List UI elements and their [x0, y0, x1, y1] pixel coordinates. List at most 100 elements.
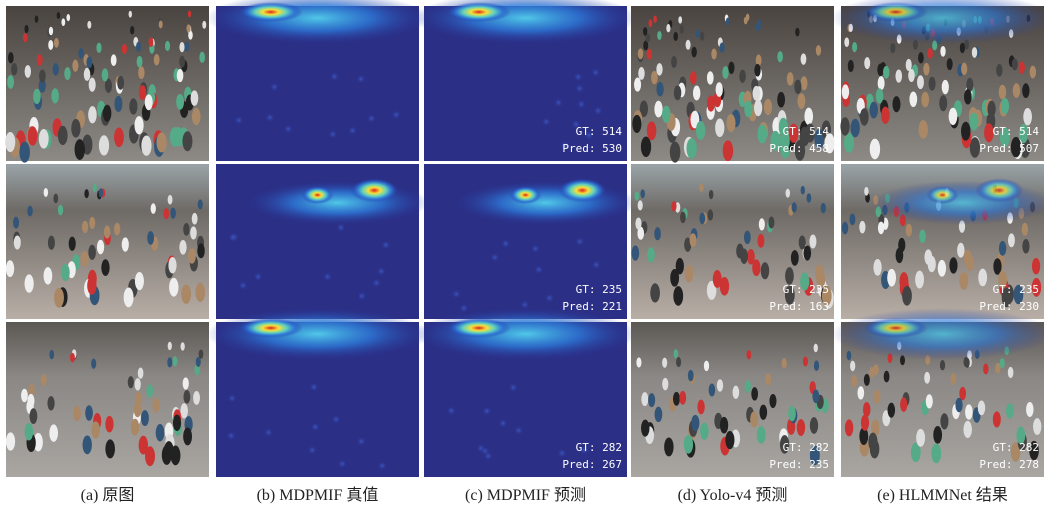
panel-grid: GT: 514Pred: 530GT: 514Pred: 458GT: 514P… [5, 0, 1044, 477]
person [49, 424, 58, 441]
density-spot [331, 414, 341, 424]
density-spot [328, 129, 338, 139]
density-spot [348, 126, 358, 136]
density-spot [265, 113, 275, 123]
pred-label: Pred: 458 [769, 142, 829, 155]
person [847, 351, 852, 360]
person [87, 21, 91, 29]
person [754, 64, 760, 77]
person [159, 21, 163, 29]
person [147, 231, 154, 245]
density-peak [447, 2, 511, 22]
density-spot [253, 272, 263, 282]
person [134, 402, 142, 417]
person [1012, 58, 1018, 70]
density-overlay [831, 308, 1044, 360]
person [1001, 98, 1009, 114]
person [674, 85, 681, 100]
person [740, 248, 748, 264]
person [64, 67, 70, 80]
person [169, 278, 178, 297]
person [821, 203, 826, 214]
person [676, 357, 681, 367]
person [111, 54, 117, 66]
person [978, 269, 987, 287]
person [186, 24, 190, 32]
person [635, 191, 640, 200]
density-peak [864, 318, 928, 338]
density-spot [310, 422, 320, 432]
person [804, 108, 813, 125]
person [840, 117, 849, 135]
person [85, 405, 93, 420]
person [777, 92, 785, 108]
person [792, 202, 797, 212]
person [83, 436, 92, 455]
person [688, 370, 694, 382]
person [673, 286, 683, 306]
person [933, 426, 942, 444]
person [801, 186, 805, 195]
person [29, 408, 37, 424]
person [928, 256, 936, 272]
person [641, 136, 651, 157]
person [916, 429, 925, 447]
person [803, 356, 808, 366]
density-spot [391, 110, 401, 120]
person [987, 101, 995, 118]
person [193, 391, 200, 405]
person [37, 54, 43, 66]
person [102, 68, 109, 81]
person [814, 360, 819, 371]
person [680, 25, 684, 33]
person [154, 54, 160, 66]
density-spot [514, 425, 524, 435]
person [662, 358, 667, 368]
person [656, 82, 663, 97]
person [183, 377, 189, 389]
person [850, 361, 855, 372]
person [787, 72, 794, 86]
person [810, 417, 818, 434]
density-spot [459, 303, 469, 313]
person [757, 19, 761, 27]
person [709, 383, 716, 396]
person [73, 406, 81, 421]
person [129, 11, 132, 18]
person [177, 69, 184, 82]
person [970, 113, 979, 131]
person [861, 414, 869, 430]
person [44, 188, 48, 197]
gt-label: GT: 514 [993, 125, 1040, 138]
person [657, 31, 662, 40]
density-spot [451, 289, 461, 299]
person [654, 101, 662, 118]
person [993, 411, 1001, 427]
person [751, 387, 758, 400]
density-spot [498, 418, 508, 428]
person [122, 44, 127, 54]
density-spot [573, 72, 583, 82]
person [635, 218, 641, 230]
person [192, 213, 198, 225]
person [168, 257, 176, 273]
person [99, 135, 109, 155]
gt-label: GT: 282 [993, 441, 1039, 454]
person [128, 376, 134, 388]
person [39, 129, 49, 149]
person [84, 68, 91, 81]
density-spot [329, 72, 339, 82]
person [848, 60, 854, 72]
person [6, 432, 15, 450]
person [145, 446, 155, 466]
person [722, 66, 728, 79]
person [138, 367, 144, 378]
person [844, 37, 849, 47]
person [915, 271, 924, 289]
person [638, 48, 643, 59]
person [842, 222, 848, 235]
person [164, 208, 170, 219]
person [671, 56, 677, 68]
density-peak [447, 318, 511, 338]
gt-label: GT: 282 [783, 441, 829, 454]
